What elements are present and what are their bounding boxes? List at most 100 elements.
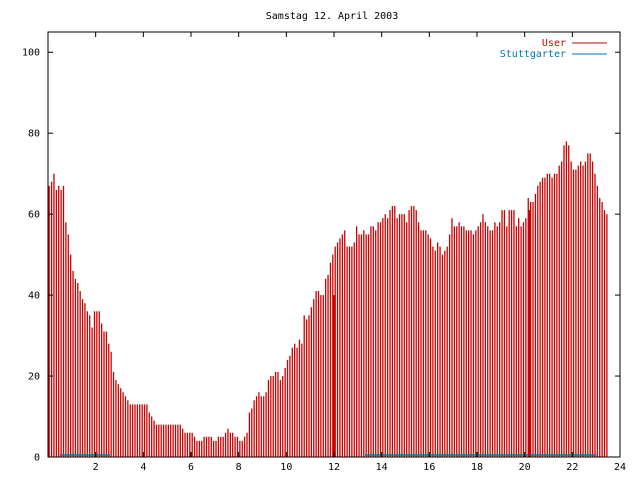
user-bar — [427, 234, 429, 457]
user-bar — [222, 436, 224, 457]
user-bar — [258, 392, 260, 457]
user-bar — [417, 222, 420, 457]
user-bar — [53, 173, 55, 458]
user-bar — [143, 404, 146, 457]
user-bar — [267, 380, 270, 457]
user-bar — [220, 436, 222, 457]
y-tick-label: 40 — [28, 291, 40, 302]
user-bar — [208, 436, 210, 457]
x-tick-label: 8 — [236, 462, 242, 473]
user-bar — [358, 234, 360, 457]
user-bar — [212, 440, 215, 457]
user-bar — [510, 210, 513, 457]
user-bar — [322, 295, 324, 457]
user-bar — [50, 181, 53, 457]
user-bar — [174, 424, 177, 457]
user-bar — [232, 432, 234, 457]
user-bar — [372, 226, 374, 457]
user-bar — [263, 396, 265, 457]
user-bar — [205, 436, 208, 457]
user-bar — [191, 432, 193, 457]
user-bar — [151, 416, 153, 457]
user-bar — [527, 197, 529, 457]
user-bar — [260, 396, 262, 457]
user-bar — [444, 250, 446, 457]
user-bar — [482, 214, 484, 457]
user-bar — [549, 173, 551, 458]
user-bar — [234, 436, 236, 457]
user-bar — [596, 185, 599, 457]
user-bar — [582, 165, 584, 457]
user-bar — [112, 372, 115, 457]
user-bar — [589, 153, 591, 457]
user-bar — [558, 165, 560, 457]
user-bar — [341, 234, 343, 457]
x-axis: 2 4 6 8 10 12 14 16 18 20 22 24 — [93, 32, 626, 473]
user-bar — [182, 428, 184, 457]
user-bar — [98, 311, 100, 457]
x-tick-label: 18 — [471, 462, 483, 473]
legend-label-stuttgarter: Stuttgarter — [500, 49, 566, 60]
user-bar — [437, 242, 439, 457]
user-bar — [603, 210, 606, 457]
user-bar — [265, 392, 267, 457]
user-bar — [255, 396, 258, 457]
user-bar — [398, 214, 401, 457]
user-bar — [317, 291, 320, 457]
user-bar — [518, 218, 520, 457]
user-bar — [563, 145, 565, 457]
user-bar — [236, 436, 239, 457]
x-tick-label: 10 — [280, 462, 292, 473]
user-bar — [334, 246, 336, 457]
user-bar — [463, 226, 465, 457]
user-bar — [456, 226, 458, 457]
user-bar — [193, 436, 196, 457]
user-bar — [539, 181, 541, 457]
user-bar — [55, 189, 57, 458]
user-bar — [172, 424, 174, 457]
user-bar — [158, 424, 160, 457]
user-bar — [89, 315, 91, 457]
user-bar — [601, 202, 603, 457]
user-bar — [153, 420, 155, 457]
y-tick-label: 100 — [22, 48, 40, 59]
user-bar — [353, 242, 355, 457]
user-bar — [196, 440, 198, 457]
user-bar — [594, 173, 596, 458]
user-bar — [115, 380, 117, 457]
user-bar — [403, 214, 405, 457]
user-bar — [69, 254, 72, 457]
user-bar — [472, 234, 475, 457]
user-bar — [422, 230, 425, 457]
user-bar — [186, 432, 189, 457]
user-bar — [386, 218, 389, 457]
user-bar — [248, 412, 251, 457]
user-bar — [565, 141, 568, 458]
user-bar — [498, 222, 501, 457]
user-bar — [134, 404, 136, 457]
user-bar — [537, 185, 539, 457]
user-bar — [339, 238, 341, 457]
highlight-lines — [333, 210, 531, 457]
x-tick-label: 6 — [188, 462, 194, 473]
user-bar — [344, 230, 346, 457]
user-bar — [243, 436, 246, 457]
user-bar — [489, 230, 491, 457]
user-bar — [460, 226, 463, 457]
legend: User Stuttgarter — [500, 38, 607, 60]
user-bar — [496, 226, 498, 457]
user-bar — [270, 376, 272, 457]
user-bar — [301, 343, 303, 457]
user-bar — [370, 226, 372, 457]
user-bar — [108, 343, 110, 457]
user-bar — [432, 246, 434, 457]
user-bar — [117, 384, 119, 457]
user-bar — [198, 440, 200, 457]
user-bar — [189, 432, 191, 457]
user-bar — [451, 218, 453, 457]
user-bar — [441, 254, 444, 457]
user-bar — [520, 226, 522, 457]
user-bar — [541, 177, 544, 457]
user-bar — [105, 331, 108, 457]
user-bar — [298, 339, 301, 457]
